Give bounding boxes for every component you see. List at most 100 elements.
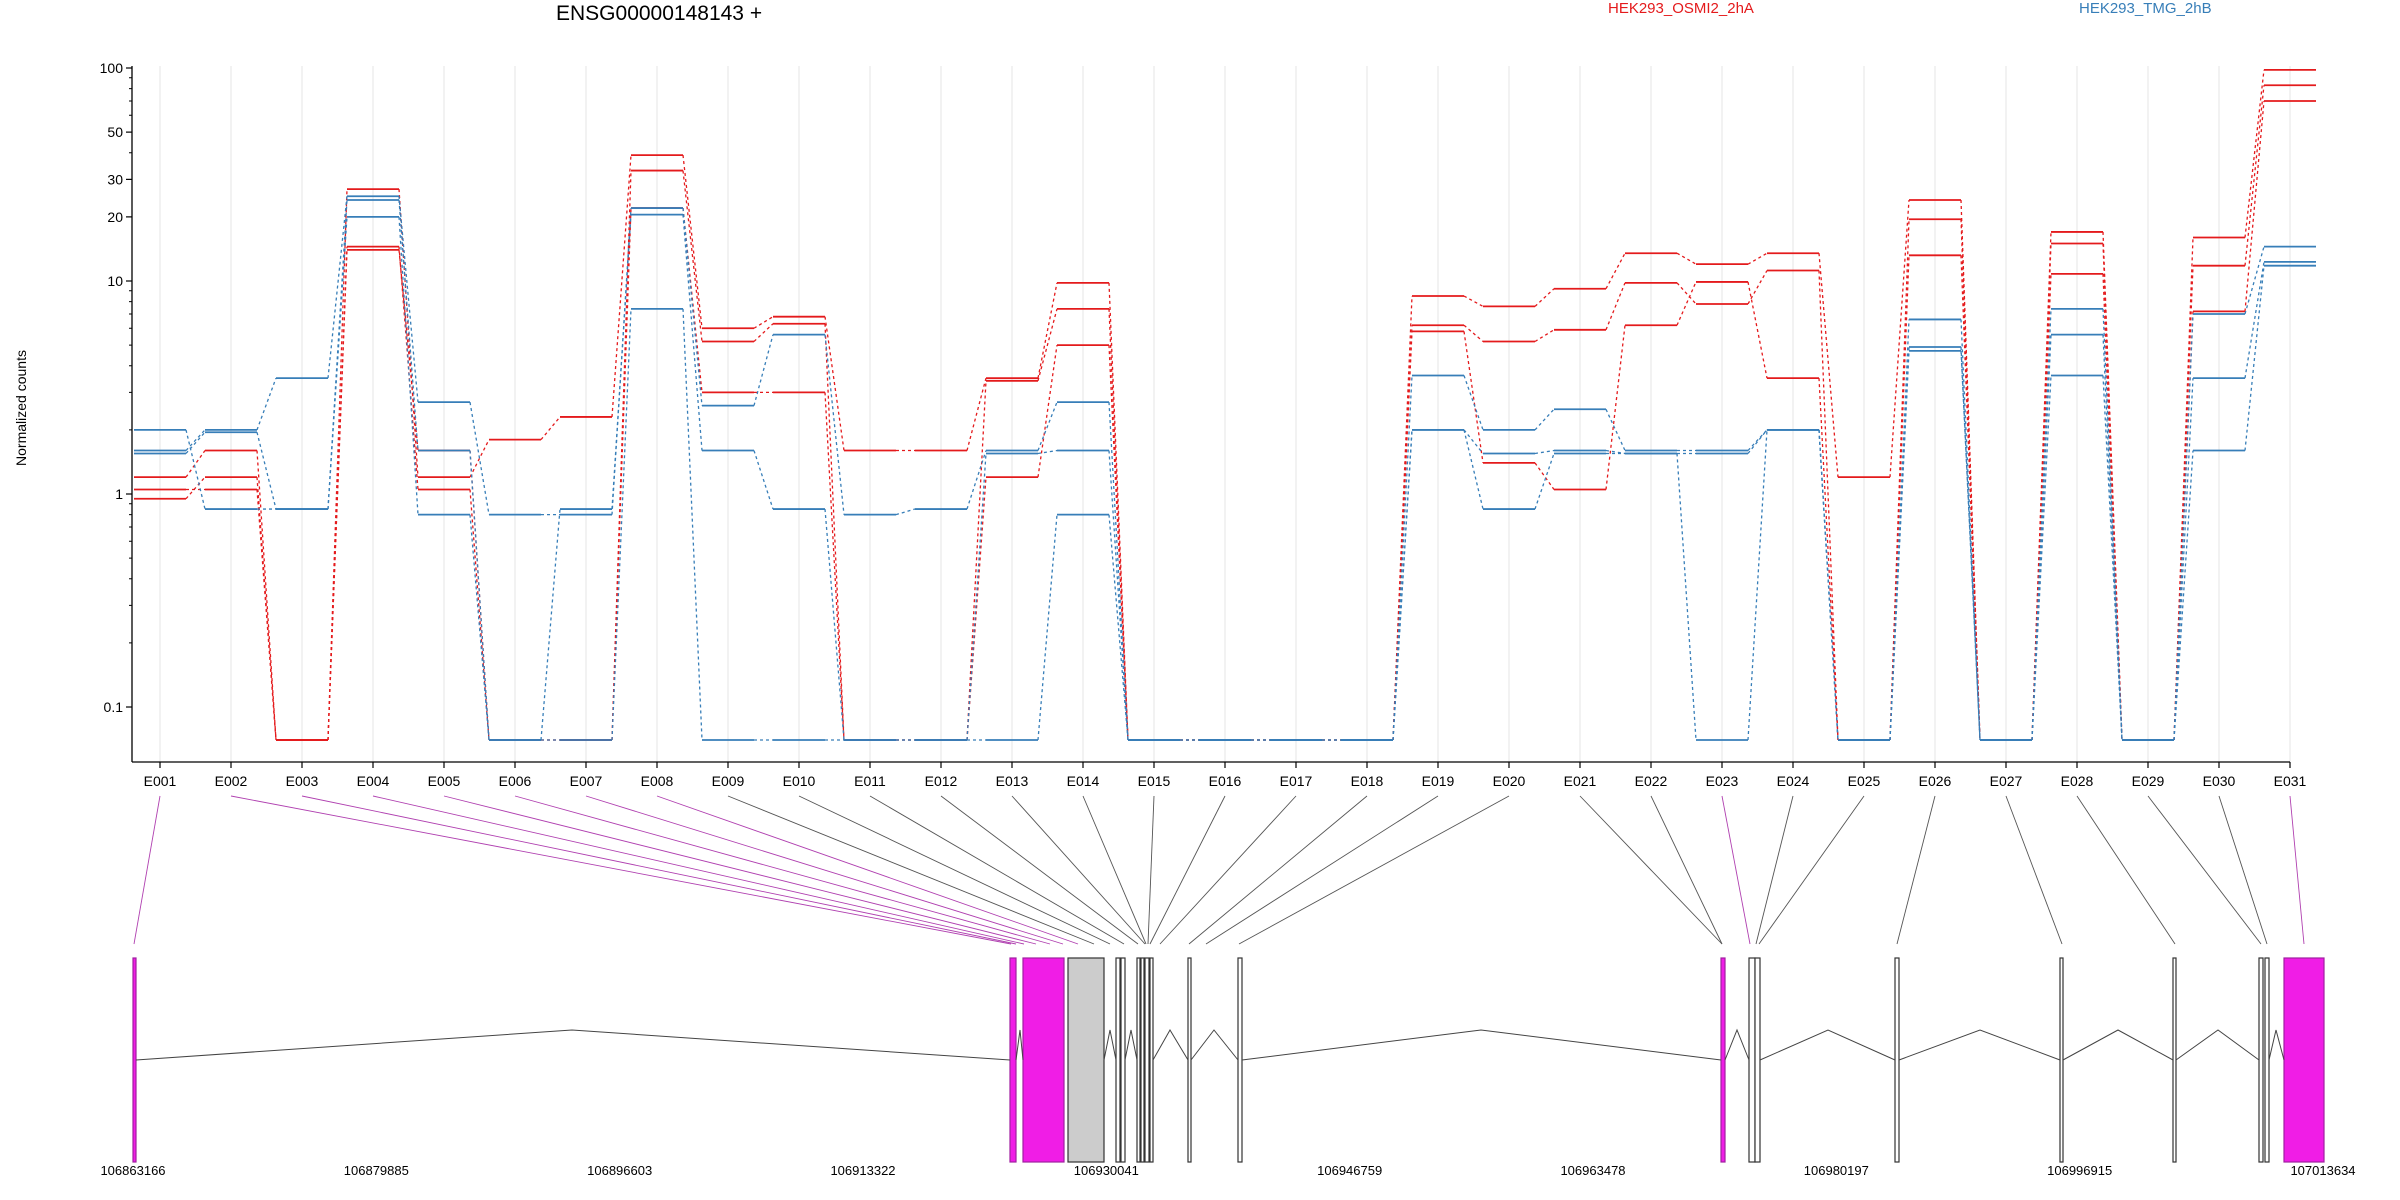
exon-connector [2005,795,2063,945]
x-tick-label: E027 [1990,773,2023,789]
series-link [682,214,703,451]
exon-connector [1147,795,1155,945]
series-link [1960,255,1981,741]
series-link [398,216,419,515]
exon-block [1115,957,1121,1163]
exon-connectors [133,795,2305,945]
x-tick-label: E031 [2274,773,2307,789]
series-link [398,196,419,403]
x-tick-label: E004 [357,773,390,789]
exon-block [2059,957,2064,1163]
series-link [1108,282,1129,741]
exon-connector [727,795,1095,945]
series-link [753,316,774,329]
x-tick-label: E020 [1493,773,1526,789]
series-lines [134,68,2316,741]
exon-connector [133,795,161,945]
exon-block [1136,957,1141,1163]
series-link [1889,199,1910,478]
coord-label: 106963478 [1560,1163,1625,1178]
coord-label: 106930041 [1074,1163,1139,1178]
y-tick-label: 30 [107,171,123,187]
series-link [824,508,845,741]
exon-block-highlight [132,957,137,1163]
series-link [966,377,987,451]
coord-label: 107013634 [2290,1163,2355,1178]
exon-connector [1082,795,1147,945]
exon-block-highlight [2283,957,2325,1163]
x-tick-label: E025 [1848,773,1881,789]
series-link [1676,282,1697,305]
series-link [966,380,987,741]
x-tick-label: E022 [1635,773,1668,789]
series-link [1747,281,1768,379]
exon-block [1754,957,1761,1163]
exon-block-highlight [1022,957,1065,1163]
series-link [1463,331,1484,463]
series-link [1676,281,1697,326]
exon-connector [230,795,1012,945]
series-link [1037,282,1058,379]
series-link [682,155,703,329]
exon-block [1187,957,1192,1163]
series-link [753,450,774,510]
exon-connector [940,795,1139,945]
exon-block [2264,957,2270,1163]
exon-connector [2147,795,2262,945]
exon-connector [1758,795,1865,945]
exon-block [1149,957,1154,1163]
series-link [185,429,206,451]
x-tick-label: E021 [1564,773,1597,789]
exon-block [2258,957,2264,1163]
exon-connector [372,795,1025,945]
series-link [1037,449,1058,455]
y-tick-label: 20 [107,209,123,225]
series-link [327,216,348,510]
exon-connector [1011,795,1146,945]
series-link [540,508,561,741]
exon-connector [656,795,1079,945]
y-axis: 0.1 1 10 20 30 50 100 Normalized counts [13,60,133,762]
series-5 [134,215,2316,741]
series-link [611,155,632,418]
vertical-gridlines [159,66,2291,762]
exon-connector [798,795,1111,945]
intron-line [135,1029,1011,1061]
exon-block [1067,957,1105,1163]
series-link [824,334,845,515]
series-link [1534,408,1555,431]
series-link [1534,462,1555,490]
x-tick-label: E028 [2061,773,2094,789]
series-link [753,334,774,406]
series-link [2244,265,2265,451]
exon-connector [1238,795,1510,945]
series-link [2031,375,2052,741]
series-link [2102,334,2123,741]
x-tick-label: E011 [854,773,886,789]
intron-line [2062,1029,2174,1061]
series-link [2031,308,2052,741]
series-link [1747,252,1768,265]
intron-line [2268,1029,2285,1061]
exon-connector [1159,795,1297,945]
exon-connector [2076,795,2176,945]
series-link [824,316,845,451]
series-link [895,508,916,516]
series-link [469,514,490,741]
series-link [966,453,987,741]
series-link [1605,282,1626,331]
series-link [2173,313,2194,741]
x-tick-label: E029 [2132,773,2165,789]
exon-block [1144,957,1150,1163]
series-link [1747,429,1768,454]
series-link [327,249,348,741]
x-tick-label: E010 [783,773,816,789]
intron-line [1015,1029,1024,1061]
x-tick-label: E014 [1067,773,1100,789]
exon-connector [443,795,1037,945]
series-link [1108,345,1129,741]
series-link [256,377,277,431]
coord-label: 106996915 [2047,1163,2112,1178]
legend-condition-b: HEK293_TMG_2hB [2079,0,2212,17]
